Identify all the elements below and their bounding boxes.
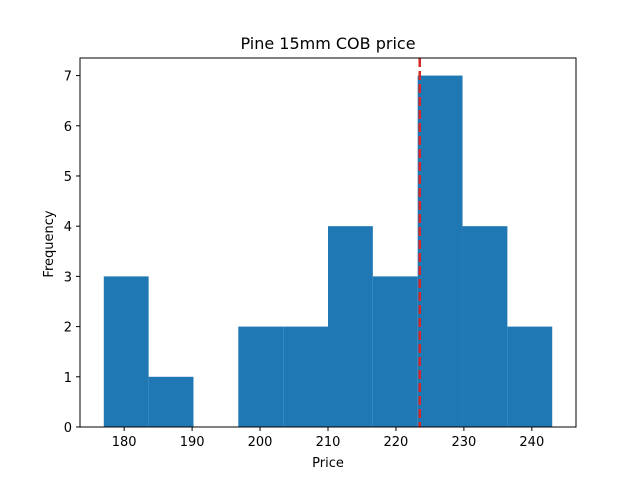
histogram-bar bbox=[372, 276, 418, 427]
y-tick-label: 2 bbox=[64, 321, 72, 336]
y-axis-label: Frequency bbox=[42, 210, 57, 277]
x-axis-label: Price bbox=[312, 456, 344, 471]
plot-frame bbox=[79, 57, 577, 428]
x-axis-ticks: 180 190 200 210 220 230 240 bbox=[112, 427, 544, 450]
histogram-bar bbox=[148, 376, 194, 427]
y-tick-label: 7 bbox=[64, 70, 72, 85]
histogram-bar bbox=[507, 326, 553, 427]
y-tick-label: 1 bbox=[64, 371, 72, 386]
y-tick-label: 3 bbox=[64, 270, 72, 285]
histogram-bar bbox=[417, 75, 463, 428]
y-tick-label: 5 bbox=[64, 170, 72, 185]
y-tick-label: 6 bbox=[64, 120, 72, 135]
histogram-bar bbox=[328, 226, 373, 427]
x-tick-label: 210 bbox=[316, 435, 341, 450]
y-axis-ticks: 0 1 2 3 4 5 6 7 bbox=[64, 70, 80, 436]
histogram-bar bbox=[283, 326, 328, 427]
y-tick-label: 0 bbox=[64, 421, 72, 436]
histogram-bar bbox=[103, 276, 149, 427]
histogram-bar bbox=[238, 326, 284, 427]
x-tick-label: 240 bbox=[519, 435, 544, 450]
bars-group bbox=[103, 75, 553, 428]
x-tick-label: 180 bbox=[112, 435, 137, 450]
x-tick-label: 220 bbox=[384, 435, 409, 450]
histogram-bar bbox=[462, 226, 508, 427]
chart-title: Pine 15mm COB price bbox=[240, 34, 415, 53]
x-tick-label: 230 bbox=[451, 435, 476, 450]
x-tick-label: 190 bbox=[180, 435, 205, 450]
x-tick-label: 200 bbox=[248, 435, 273, 450]
y-tick-label: 4 bbox=[64, 220, 72, 235]
